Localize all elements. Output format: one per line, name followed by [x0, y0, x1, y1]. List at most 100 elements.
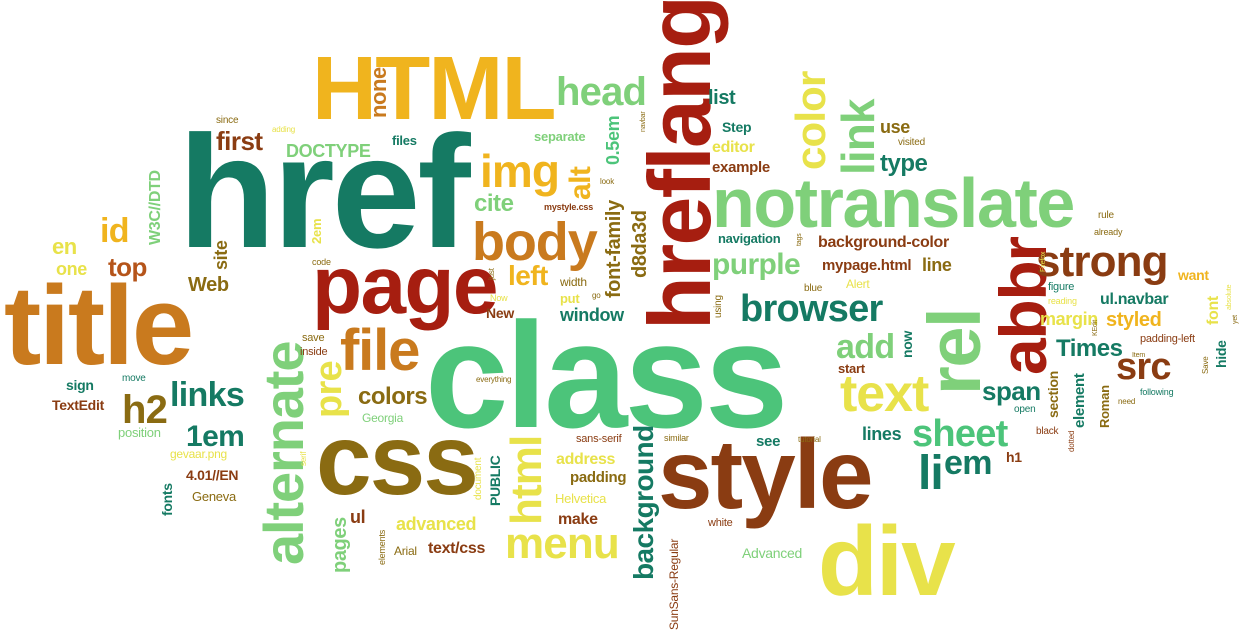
word-open: open — [1014, 404, 1036, 415]
word-web: Web — [188, 274, 229, 296]
word-head: head — [556, 70, 647, 114]
word-dotted: dotted — [1067, 430, 1076, 452]
word-following: following — [1140, 387, 1174, 397]
word-window: window — [560, 305, 624, 325]
word-width: width — [560, 275, 587, 289]
word-times: Times — [1056, 335, 1123, 362]
word-rel: rel — [913, 308, 996, 395]
word-text: text — [840, 365, 929, 423]
word-section: section — [1045, 370, 1061, 418]
word-code: code — [312, 257, 331, 267]
word-lines: lines — [862, 424, 902, 444]
word-div: div — [818, 506, 956, 616]
word-type: type — [880, 150, 928, 177]
word-browser: browser — [740, 288, 883, 330]
word-absolute: absolute — [1226, 284, 1233, 310]
word-now: now — [899, 330, 915, 358]
word-05em: 0.5em — [603, 115, 623, 165]
word-padding-left: padding-left — [1140, 333, 1195, 345]
word-ul: ul — [350, 507, 366, 527]
word-navigation: navigation — [718, 231, 781, 246]
word-advanced-cap: Advanced — [742, 545, 803, 561]
word-position: position — [118, 425, 161, 440]
word-since: since — [216, 115, 239, 126]
word-body: body — [472, 212, 598, 272]
word-list: list — [708, 87, 736, 109]
word-none: none — [366, 67, 391, 118]
word-sheet: sheet — [912, 413, 1008, 455]
word-roman: Roman — [1097, 385, 1112, 428]
word-text-css: text/css — [428, 540, 486, 557]
word-geneva: Geneva — [192, 489, 236, 504]
word-white: white — [708, 517, 733, 529]
word-sign: sign — [66, 377, 94, 393]
word-background-color: background-color — [818, 234, 949, 251]
word-helvetica: Helvetica — [555, 491, 607, 506]
word-h2: h2 — [122, 388, 168, 432]
word-background: background — [628, 425, 659, 580]
word-save: save — [302, 332, 325, 344]
word-serif: serif — [299, 451, 308, 466]
word-hide: hide — [1213, 340, 1229, 368]
word-left: left — [508, 260, 548, 291]
word-public: PUBLIC — [487, 455, 503, 506]
word-save-cap: Save — [1201, 356, 1210, 374]
word-step: Step — [722, 119, 752, 135]
word-html-caps: HTML — [312, 39, 557, 139]
word-look: look — [600, 177, 615, 186]
word-en: en — [52, 234, 77, 259]
word-span: span — [982, 376, 1041, 406]
word-margin: margin — [1040, 309, 1098, 329]
word-links: links — [170, 376, 245, 414]
word-h1: h1 — [1006, 449, 1022, 465]
word-everything: everything — [476, 375, 512, 384]
word-put: put — [560, 291, 580, 306]
word-alt: alt — [564, 166, 597, 200]
word-georgia: Georgia — [362, 411, 404, 425]
word-padding: padding — [570, 469, 627, 486]
word-new: New — [486, 305, 514, 321]
word-navbar: navbar — [640, 111, 647, 132]
word-li: li — [918, 447, 944, 500]
word-visited: visited — [898, 137, 925, 148]
word-line: line — [922, 255, 952, 275]
word-first: first — [216, 126, 263, 156]
word-sans-serif: sans-serif — [576, 433, 622, 445]
word-advanced: advanced — [396, 514, 477, 534]
word-editor: editor — [712, 139, 755, 156]
word-rule: rule — [1098, 210, 1114, 221]
word-using: using — [713, 295, 724, 318]
word-elements: elements — [377, 529, 387, 565]
word-color: color — [787, 71, 834, 170]
word-pre: pre — [308, 361, 350, 418]
word-top: top — [108, 252, 147, 282]
word-d8da3d: d8da3d — [629, 210, 651, 278]
word-need: need — [1118, 397, 1136, 406]
word-kedit: KEdit — [1092, 319, 1099, 336]
word-adding: adding — [272, 125, 296, 134]
word-item: Item — [1132, 352, 1146, 359]
word-files: files — [392, 133, 417, 148]
word-href: href — [178, 102, 471, 281]
word-separate: separate — [534, 129, 586, 144]
word-sunsans: SunSans-Regular — [667, 538, 681, 630]
word-doctype: DOCTYPE — [286, 141, 371, 161]
word-now-cap: Now — [490, 293, 508, 303]
word-font: font — [1205, 296, 1222, 325]
word-styled: styled — [1106, 309, 1162, 331]
word-hreflang: hreflang — [630, 0, 729, 330]
word-strong: strong — [1036, 237, 1168, 286]
word-start: start — [838, 361, 865, 376]
word-arial: Arial — [394, 544, 417, 558]
word-add: add — [836, 328, 895, 366]
word-style: style — [658, 419, 874, 529]
word-mypage: mypage.html — [822, 257, 912, 274]
word-purple: purple — [712, 248, 801, 281]
word-cite: cite — [474, 190, 514, 217]
word-see: see — [756, 433, 781, 450]
word-inside: inside — [300, 346, 328, 358]
word-document: document — [473, 457, 484, 500]
word-black: black — [1036, 426, 1059, 437]
word-tags: tags — [796, 233, 803, 246]
